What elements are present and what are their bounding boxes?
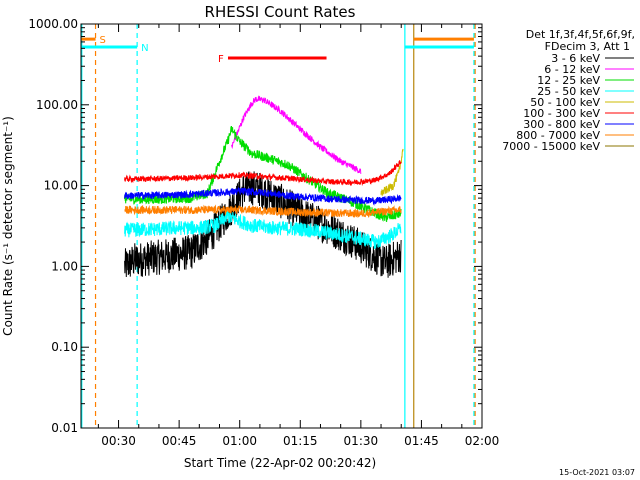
legend-entry: 800 - 7000 keV xyxy=(516,129,600,142)
legend-entry: 50 - 100 keV xyxy=(530,96,600,109)
axes: 0.01 0.10 1.00 10.00 100.00 1000.00 00:30 00:45… xyxy=(28,17,499,448)
flag-label: S xyxy=(100,35,106,46)
y-tick-label: 10.00 xyxy=(44,179,78,193)
legend-entry: 25 - 50 keV xyxy=(537,85,600,98)
x-tick-label: 01:15 xyxy=(283,434,318,448)
x-axis-label: Start Time (22-Apr-02 00:20:42) xyxy=(184,456,376,470)
plot-area: S N F xyxy=(81,24,476,428)
legend-header-line-1: Det 1f,3f,4f,5f,6f,9f, xyxy=(526,28,635,41)
legend-entry: 12 - 25 keV xyxy=(537,74,600,87)
chart-title: RHESSI Count Rates xyxy=(205,3,356,21)
series-line xyxy=(231,95,362,174)
y-tick-label: 0.10 xyxy=(51,340,78,354)
legend-entry: 100 - 300 keV xyxy=(523,107,600,120)
y-axis-label: Count Rate (s⁻¹ detector segment⁻¹) xyxy=(1,116,15,336)
y-tick-label: 0.01 xyxy=(51,421,78,435)
series-line xyxy=(124,186,402,206)
flag-label: N xyxy=(141,43,148,54)
legend-entry: 3 - 6 keV xyxy=(551,52,600,65)
legend: Det 1f,3f,4f,5f,6f,9f, FDecim 3, Att 1 3… xyxy=(502,28,635,153)
y-tick-label: 1.00 xyxy=(51,259,78,273)
y-tick-label: 100.00 xyxy=(36,98,78,112)
legend-header-line-2: FDecim 3, Att 1 xyxy=(545,40,630,53)
flag-label: F xyxy=(218,54,224,65)
x-tick-label: 02:00 xyxy=(465,434,500,448)
x-tick-label: 00:45 xyxy=(162,434,197,448)
series-line xyxy=(380,148,404,196)
series-line xyxy=(124,160,402,187)
legend-entry: 300 - 800 keV xyxy=(523,118,600,131)
y-tick-label: 1000.00 xyxy=(28,17,78,31)
x-tick-label: 01:45 xyxy=(404,434,439,448)
x-tick-label: 01:30 xyxy=(344,434,379,448)
series-line xyxy=(124,204,402,218)
legend-entry: 6 - 12 keV xyxy=(544,63,600,76)
legend-entry: 7000 - 15000 keV xyxy=(502,140,600,153)
x-tick-label: 01:00 xyxy=(222,434,257,448)
x-tick-label: 00:30 xyxy=(101,434,136,448)
footer-date: 15-Oct-2021 03:07 xyxy=(559,468,635,477)
plot-frame xyxy=(80,23,483,429)
series-line xyxy=(124,210,402,249)
